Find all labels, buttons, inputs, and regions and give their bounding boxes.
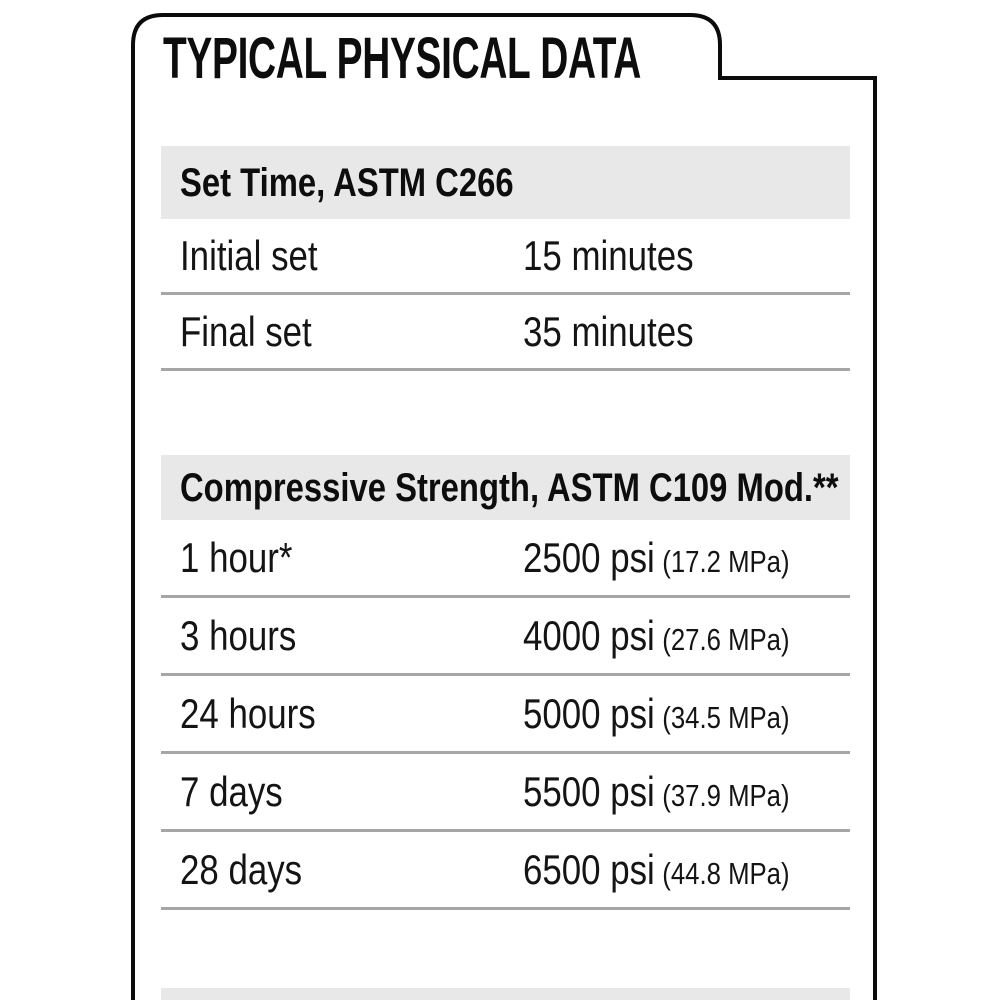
- section-header-set-time: Set Time, ASTM C266: [161, 146, 850, 219]
- metric-value: (37.9 MPa): [662, 777, 790, 813]
- table-row-24-hours: 24 hours 5000 psi (34.5 MPa): [161, 676, 850, 754]
- row-value: 5000 psi (34.5 MPa): [523, 689, 790, 737]
- row-value: 2500 psi (17.2 MPa): [523, 533, 790, 581]
- table-row-7-days: 7 days 5500 psi (37.9 MPa): [161, 754, 850, 832]
- row-label: 3 hours: [180, 611, 297, 659]
- section-set-time: Set Time, ASTM C266 Initial set 15 minut…: [161, 146, 850, 371]
- section-next-partial: [161, 988, 850, 1000]
- row-label: Initial set: [180, 231, 318, 279]
- physical-data-table: Set Time, ASTM C266 Initial set 15 minut…: [161, 146, 850, 1000]
- row-value: 5500 psi (37.9 MPa): [523, 767, 790, 815]
- table-row-3-hours: 3 hours 4000 psi (27.6 MPa): [161, 598, 850, 676]
- row-value: 15 minutes: [523, 231, 694, 279]
- section-header-label: Compressive Strength, ASTM C109 Mod.**: [180, 465, 839, 510]
- table-row-1-hour: 1 hour* 2500 psi (17.2 MPa): [161, 520, 850, 598]
- metric-value: (17.2 MPa): [662, 543, 790, 579]
- metric-value: (27.6 MPa): [662, 621, 790, 657]
- table-row-initial-set: Initial set 15 minutes: [161, 219, 850, 295]
- section-header-label: Set Time, ASTM C266: [180, 160, 514, 205]
- row-label: Final set: [180, 307, 312, 355]
- row-value: 6500 psi (44.8 MPa): [523, 845, 790, 893]
- section-compressive-strength: Compressive Strength, ASTM C109 Mod.** 1…: [161, 455, 850, 910]
- section-header-compressive-strength: Compressive Strength, ASTM C109 Mod.**: [161, 455, 850, 520]
- row-label: 1 hour*: [180, 533, 293, 581]
- table-row-28-days: 28 days 6500 psi (44.8 MPa): [161, 832, 850, 910]
- row-value: 4000 psi (27.6 MPa): [523, 611, 790, 659]
- row-value: 35 minutes: [523, 307, 694, 355]
- row-label: 24 hours: [180, 689, 316, 737]
- row-label: 28 days: [180, 845, 303, 893]
- section-header-partial: [161, 988, 850, 1000]
- row-label: 7 days: [180, 767, 283, 815]
- metric-value: (34.5 MPa): [662, 699, 790, 735]
- metric-value: (44.8 MPa): [662, 855, 790, 891]
- table-row-final-set: Final set 35 minutes: [161, 295, 850, 371]
- page-title: TYPICAL PHYSICAL DATA: [163, 26, 642, 91]
